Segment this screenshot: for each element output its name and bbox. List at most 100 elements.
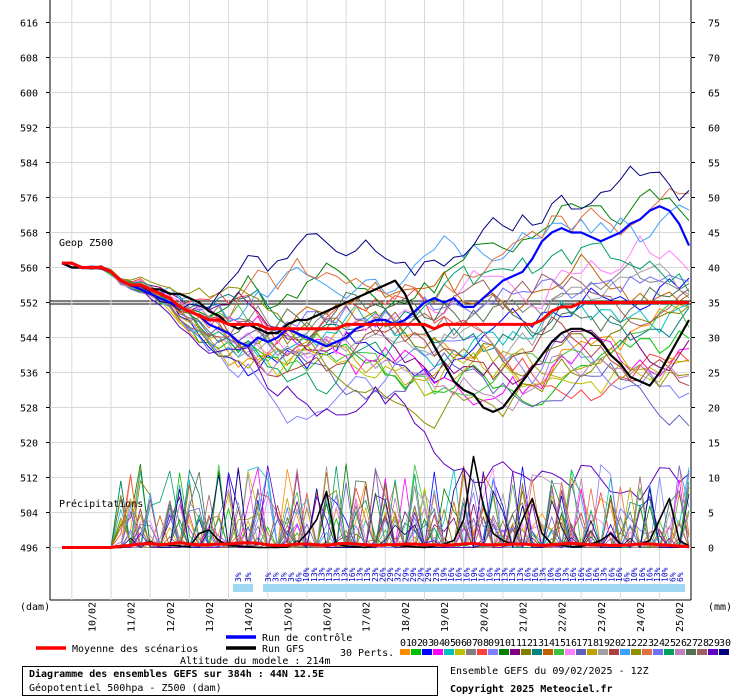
pert-geop-line bbox=[61, 262, 690, 368]
snow-marker bbox=[438, 584, 449, 592]
left-tick-label: 560 bbox=[20, 264, 38, 275]
snow-percent: 13% bbox=[562, 567, 571, 582]
left-tick-label: 616 bbox=[20, 19, 38, 30]
x-axis-dates: 10/02 11/02 12/02 13/02 14/02 15/02 16/02 17/02… bbox=[87, 602, 686, 632]
right-tick-label: 65 bbox=[708, 89, 720, 100]
snow-percent: 6% bbox=[676, 572, 685, 582]
date-label: 11/02 bbox=[127, 602, 138, 632]
snow-marker bbox=[575, 584, 586, 592]
snow-marker bbox=[644, 584, 655, 592]
snow-percent: 23% bbox=[432, 567, 441, 582]
pert-swatch bbox=[433, 649, 443, 655]
snow-percent: 16% bbox=[523, 567, 532, 582]
left-tick-label: 552 bbox=[20, 299, 38, 310]
pert-swatch bbox=[631, 649, 641, 655]
left-tick-label: 504 bbox=[20, 509, 38, 520]
pert-precip-line bbox=[62, 466, 690, 549]
pert-swatch bbox=[565, 649, 575, 655]
snow-percent: 3% bbox=[244, 572, 253, 582]
pert-swatch bbox=[675, 649, 685, 655]
snow-marker bbox=[423, 584, 434, 592]
snow-marker bbox=[545, 584, 556, 592]
pert-swatch bbox=[400, 649, 410, 655]
left-tick-label: 520 bbox=[20, 439, 38, 450]
snow-marker bbox=[369, 584, 380, 592]
pert-number: 24 bbox=[653, 638, 665, 649]
snow-percent: 19% bbox=[470, 567, 479, 582]
pert-swatch bbox=[719, 649, 729, 655]
left-tick-label: 536 bbox=[20, 369, 38, 380]
snow-percent: 10% bbox=[554, 567, 563, 582]
snow-percent: 10% bbox=[302, 567, 311, 582]
snow-marker bbox=[484, 584, 495, 592]
snow-percent: 3% bbox=[272, 572, 281, 582]
pert-number: 02 bbox=[411, 638, 423, 649]
main-series bbox=[61, 205, 691, 549]
snow-marker bbox=[331, 584, 342, 592]
snow-percent: 13% bbox=[501, 567, 510, 582]
snow-marker bbox=[476, 584, 487, 592]
snow-marker bbox=[243, 584, 253, 592]
date-label: 13/02 bbox=[205, 602, 216, 632]
pert-swatch bbox=[521, 649, 531, 655]
left-tick-label: 568 bbox=[20, 229, 38, 240]
snow-marker bbox=[560, 584, 571, 592]
snow-percent: 29% bbox=[386, 567, 395, 582]
snow-marker bbox=[591, 584, 602, 592]
snow-marker bbox=[278, 584, 289, 592]
pert-swatch bbox=[598, 649, 608, 655]
pert-number: 29 bbox=[708, 638, 720, 649]
snow-percent: 32% bbox=[394, 567, 403, 582]
left-axis-unit: (dam) bbox=[20, 602, 50, 613]
pert-swatch bbox=[609, 649, 619, 655]
pert-geop-line bbox=[61, 262, 690, 501]
pert-precip-line bbox=[62, 465, 690, 549]
snow-percent: 13% bbox=[356, 567, 365, 582]
pert-swatch bbox=[466, 649, 476, 655]
date-label: 23/02 bbox=[597, 602, 608, 632]
pert-geop-line bbox=[61, 262, 690, 358]
mean-precip-line bbox=[62, 541, 690, 549]
snow-percent: 26% bbox=[378, 567, 387, 582]
snow-marker bbox=[362, 584, 373, 592]
pert-number: 30 bbox=[719, 638, 731, 649]
snow-percent: 3% bbox=[279, 572, 288, 582]
pert-geop-line bbox=[61, 262, 690, 397]
snow-percent: 16% bbox=[531, 567, 540, 582]
chart-title: Diagramme des ensembles GEFS sur 384h : … bbox=[29, 669, 325, 680]
snow-percent: 13% bbox=[317, 567, 326, 582]
left-tick-label: 608 bbox=[20, 54, 38, 65]
pert-number: 26 bbox=[675, 638, 687, 649]
snow-marker bbox=[530, 584, 541, 592]
right-tick-label: 60 bbox=[708, 124, 720, 135]
snow-percent: 13% bbox=[508, 567, 517, 582]
date-label: 24/02 bbox=[636, 602, 647, 632]
snow-marker bbox=[430, 584, 441, 592]
snow-percent: 29% bbox=[417, 567, 426, 582]
snow-marker bbox=[652, 584, 663, 592]
right-axis-unit: (mm) bbox=[708, 602, 732, 613]
legend-control-label: Run de contrôle bbox=[262, 632, 352, 644]
right-tick-label: 40 bbox=[708, 264, 720, 275]
date-label: 17/02 bbox=[362, 602, 373, 632]
left-tick-label: 592 bbox=[20, 124, 38, 135]
snow-percentages: 3% 3% 3%3%3%3%6%10%13%13%13%13%13%16%13%13… bbox=[233, 567, 685, 592]
precip-label: Précipitations bbox=[59, 498, 143, 510]
snow-marker bbox=[469, 584, 479, 592]
geop-label: Geop Z500 bbox=[59, 238, 113, 249]
snow-percent: 13% bbox=[325, 567, 334, 582]
pert-number: 14 bbox=[543, 638, 555, 649]
right-tick-label: 35 bbox=[708, 299, 720, 310]
snow-percent: 10% bbox=[661, 567, 670, 582]
snow-marker bbox=[270, 584, 281, 592]
pert-swatch bbox=[697, 649, 707, 655]
gfs-geop-line bbox=[61, 262, 690, 413]
snow-marker bbox=[552, 584, 563, 592]
snow-marker bbox=[415, 584, 426, 592]
snow-marker bbox=[636, 584, 647, 592]
left-tick-label: 512 bbox=[20, 474, 38, 485]
pert-swatch bbox=[686, 649, 696, 655]
snow-percent: 29% bbox=[401, 567, 410, 582]
pert-geop-line bbox=[61, 204, 690, 321]
pert-geop-line bbox=[61, 253, 690, 365]
